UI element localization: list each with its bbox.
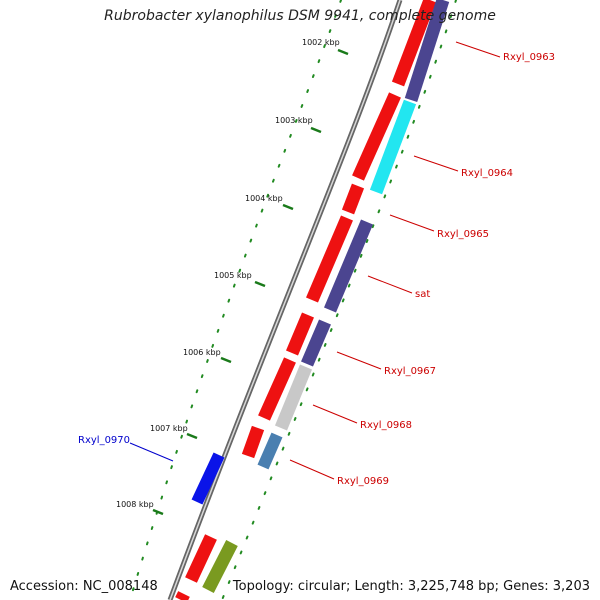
gene-label-rxyl-0970[interactable]: Rxyl_0970: [78, 435, 130, 446]
reverse-strand-gene[interactable]: [191, 452, 225, 505]
kbp-label-1007: 1007 kbp: [150, 424, 188, 433]
gene-label-rxyl-0968[interactable]: Rxyl_0968: [360, 420, 412, 431]
cog-feature[interactable]: [274, 364, 313, 431]
kbp-label-1003: 1003 kbp: [275, 116, 313, 125]
cog-feature[interactable]: [257, 432, 283, 470]
gene-label-rxyl-0965[interactable]: Rxyl_0965: [437, 229, 489, 240]
cds-feature[interactable]: [241, 425, 265, 459]
kbp-label-1004: 1004 kbp: [245, 194, 283, 203]
cds-feature[interactable]: [258, 357, 296, 421]
gene-label-rxyl-0963[interactable]: Rxyl_0963: [503, 52, 555, 63]
cds-feature[interactable]: [352, 92, 401, 181]
cog-feature[interactable]: [202, 540, 238, 593]
kbp-label-1006: 1006 kbp: [183, 348, 221, 357]
kbp-ticks: [152, 48, 349, 516]
cds-feature[interactable]: [185, 534, 217, 583]
accession-text: Accession: NC_008148: [10, 579, 158, 594]
gene-label-rxyl-0964[interactable]: Rxyl_0964: [461, 168, 513, 179]
genome-summary-text: Topology: circular; Length: 3,225,748 bp…: [232, 579, 590, 594]
cog-track: [202, 0, 450, 593]
cds-track: [175, 0, 437, 600]
label-leader-lines: [129, 41, 501, 480]
kbp-scale-dots: [129, 0, 342, 600]
cog-feature[interactable]: [324, 219, 373, 313]
cds-feature[interactable]: [286, 312, 314, 356]
genome-backbone-highlight: [169, 0, 401, 600]
gene-label-rxyl-0969[interactable]: Rxyl_0969: [337, 476, 389, 487]
kbp-label-1008: 1008 kbp: [116, 500, 154, 509]
kbp-label-1005: 1005 kbp: [214, 271, 252, 280]
cds-feature[interactable]: [391, 0, 437, 87]
cds-feature[interactable]: [175, 591, 190, 600]
cog-feature[interactable]: [369, 99, 417, 195]
cds-feature[interactable]: [341, 183, 365, 215]
genome-title: Rubrobacter xylanophilus DSM 9941, compl…: [104, 8, 496, 24]
gene-label-sat[interactable]: sat: [415, 289, 430, 300]
gene-label-rxyl-0967[interactable]: Rxyl_0967: [384, 366, 436, 377]
cds-feature[interactable]: [306, 215, 353, 303]
kbp-label-1002: 1002 kbp: [302, 38, 340, 47]
cog-feature[interactable]: [301, 319, 331, 367]
cog-feature[interactable]: [404, 0, 450, 102]
